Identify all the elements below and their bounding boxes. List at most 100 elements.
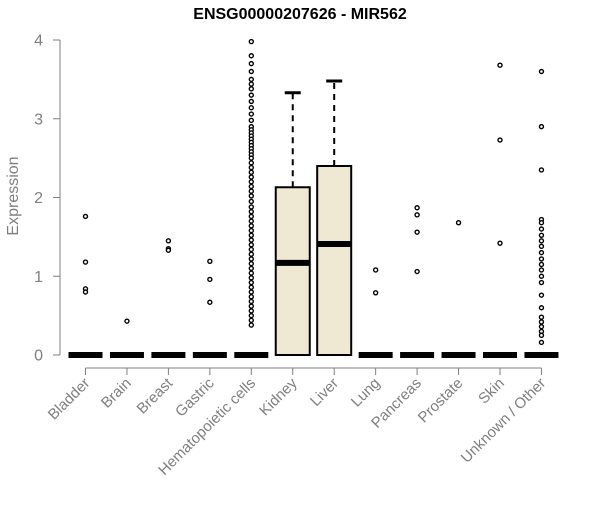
outlier-point bbox=[248, 193, 255, 199]
outlier-point bbox=[248, 68, 255, 75]
outlier-point bbox=[538, 339, 545, 346]
outlier-point bbox=[248, 208, 255, 215]
box-body bbox=[316, 165, 353, 356]
y-tick-label: 0 bbox=[34, 348, 43, 365]
outlier-point bbox=[82, 259, 89, 265]
outlier-point bbox=[248, 256, 255, 262]
chart-title: ENSG00000207626 - MIR562 bbox=[193, 6, 407, 23]
outlier-point bbox=[414, 205, 420, 211]
outlier-point bbox=[372, 267, 379, 273]
outlier-point bbox=[497, 240, 503, 246]
outlier-point bbox=[248, 98, 255, 105]
y-tick-label: 1 bbox=[34, 269, 43, 286]
outlier-point bbox=[248, 160, 255, 166]
outlier-point bbox=[538, 226, 545, 232]
outlier-point bbox=[538, 323, 545, 330]
outlier-point bbox=[248, 279, 255, 286]
x-tick-label: Liver bbox=[307, 375, 342, 410]
outlier-point bbox=[248, 105, 255, 111]
outlier-point bbox=[248, 294, 255, 300]
outlier-point bbox=[248, 227, 255, 234]
outlier-point bbox=[248, 213, 255, 220]
x-tick-label: Skin bbox=[475, 375, 508, 408]
outlier-point bbox=[248, 183, 255, 190]
x-tick-label: Breast bbox=[134, 374, 177, 417]
box-body bbox=[274, 186, 311, 356]
outlier-point bbox=[538, 243, 545, 250]
outlier-point bbox=[248, 198, 255, 205]
outlier-point bbox=[497, 62, 503, 68]
outlier-point bbox=[248, 76, 255, 83]
outlier-point bbox=[538, 68, 545, 75]
outlier-point bbox=[124, 318, 130, 324]
outlier-point bbox=[538, 167, 545, 173]
outlier-point bbox=[248, 38, 255, 45]
outlier-point bbox=[538, 314, 545, 320]
outlier-point bbox=[538, 292, 545, 298]
outlier-point bbox=[248, 237, 255, 243]
outlier-point bbox=[538, 249, 545, 256]
outlier-point bbox=[248, 308, 255, 314]
x-tick-label: Lung bbox=[348, 375, 384, 411]
outlier-point bbox=[248, 60, 255, 67]
outlier-point bbox=[538, 267, 545, 273]
outlier-point bbox=[248, 117, 255, 124]
outlier-point bbox=[248, 174, 255, 180]
outlier-point bbox=[455, 219, 462, 226]
outlier-point bbox=[248, 270, 255, 276]
outlier-point bbox=[248, 218, 255, 224]
outlier-point bbox=[538, 238, 545, 244]
outlier-point bbox=[248, 164, 255, 171]
x-tick-label: Prostate bbox=[415, 375, 467, 427]
y-axis-label: Expression bbox=[5, 156, 22, 236]
outlier-point bbox=[248, 298, 255, 305]
outlier-point bbox=[165, 238, 172, 244]
outlier-point bbox=[207, 299, 213, 305]
outlier-point bbox=[248, 204, 255, 210]
outlier-point bbox=[248, 92, 255, 98]
outlier-point bbox=[248, 312, 255, 319]
outlier-point bbox=[207, 258, 213, 264]
y-tick-label: 2 bbox=[34, 190, 43, 207]
outlier-point bbox=[538, 232, 545, 239]
outlier-point bbox=[414, 268, 420, 275]
outlier-point bbox=[538, 123, 545, 130]
outlier-point bbox=[414, 229, 420, 235]
outlier-point bbox=[538, 273, 545, 279]
outlier-point bbox=[248, 275, 255, 281]
outlier-point bbox=[248, 322, 255, 328]
outlier-point bbox=[538, 332, 545, 339]
outlier-point bbox=[248, 289, 255, 295]
outlier-point bbox=[538, 256, 545, 262]
x-tick-label: Brain bbox=[98, 375, 135, 412]
outlier-point bbox=[82, 289, 89, 295]
outlier-point bbox=[248, 242, 255, 248]
outlier-point bbox=[248, 251, 255, 257]
outlier-point bbox=[248, 179, 255, 185]
outlier-point bbox=[248, 284, 255, 290]
outlier-point bbox=[248, 53, 255, 59]
outlier-point bbox=[248, 111, 255, 117]
outlier-point bbox=[248, 265, 255, 272]
outlier-point bbox=[165, 247, 172, 253]
outlier-point bbox=[538, 279, 545, 286]
outlier-point bbox=[248, 81, 255, 87]
outlier-point bbox=[248, 188, 255, 194]
outlier-point bbox=[248, 155, 255, 161]
outlier-point bbox=[248, 317, 255, 324]
outlier-point bbox=[248, 246, 255, 253]
outlier-point bbox=[82, 213, 89, 220]
outlier-point bbox=[372, 290, 379, 296]
outlier-point bbox=[248, 86, 255, 92]
outlier-point bbox=[538, 219, 545, 226]
y-tick-label: 4 bbox=[34, 33, 43, 50]
outlier-point bbox=[538, 261, 545, 268]
outlier-point bbox=[248, 223, 255, 229]
outlier-point bbox=[538, 305, 545, 311]
outlier-point bbox=[414, 212, 420, 218]
x-tick-label: Bladder bbox=[45, 375, 94, 424]
outlier-point bbox=[248, 232, 255, 239]
y-tick-label: 3 bbox=[34, 111, 43, 128]
